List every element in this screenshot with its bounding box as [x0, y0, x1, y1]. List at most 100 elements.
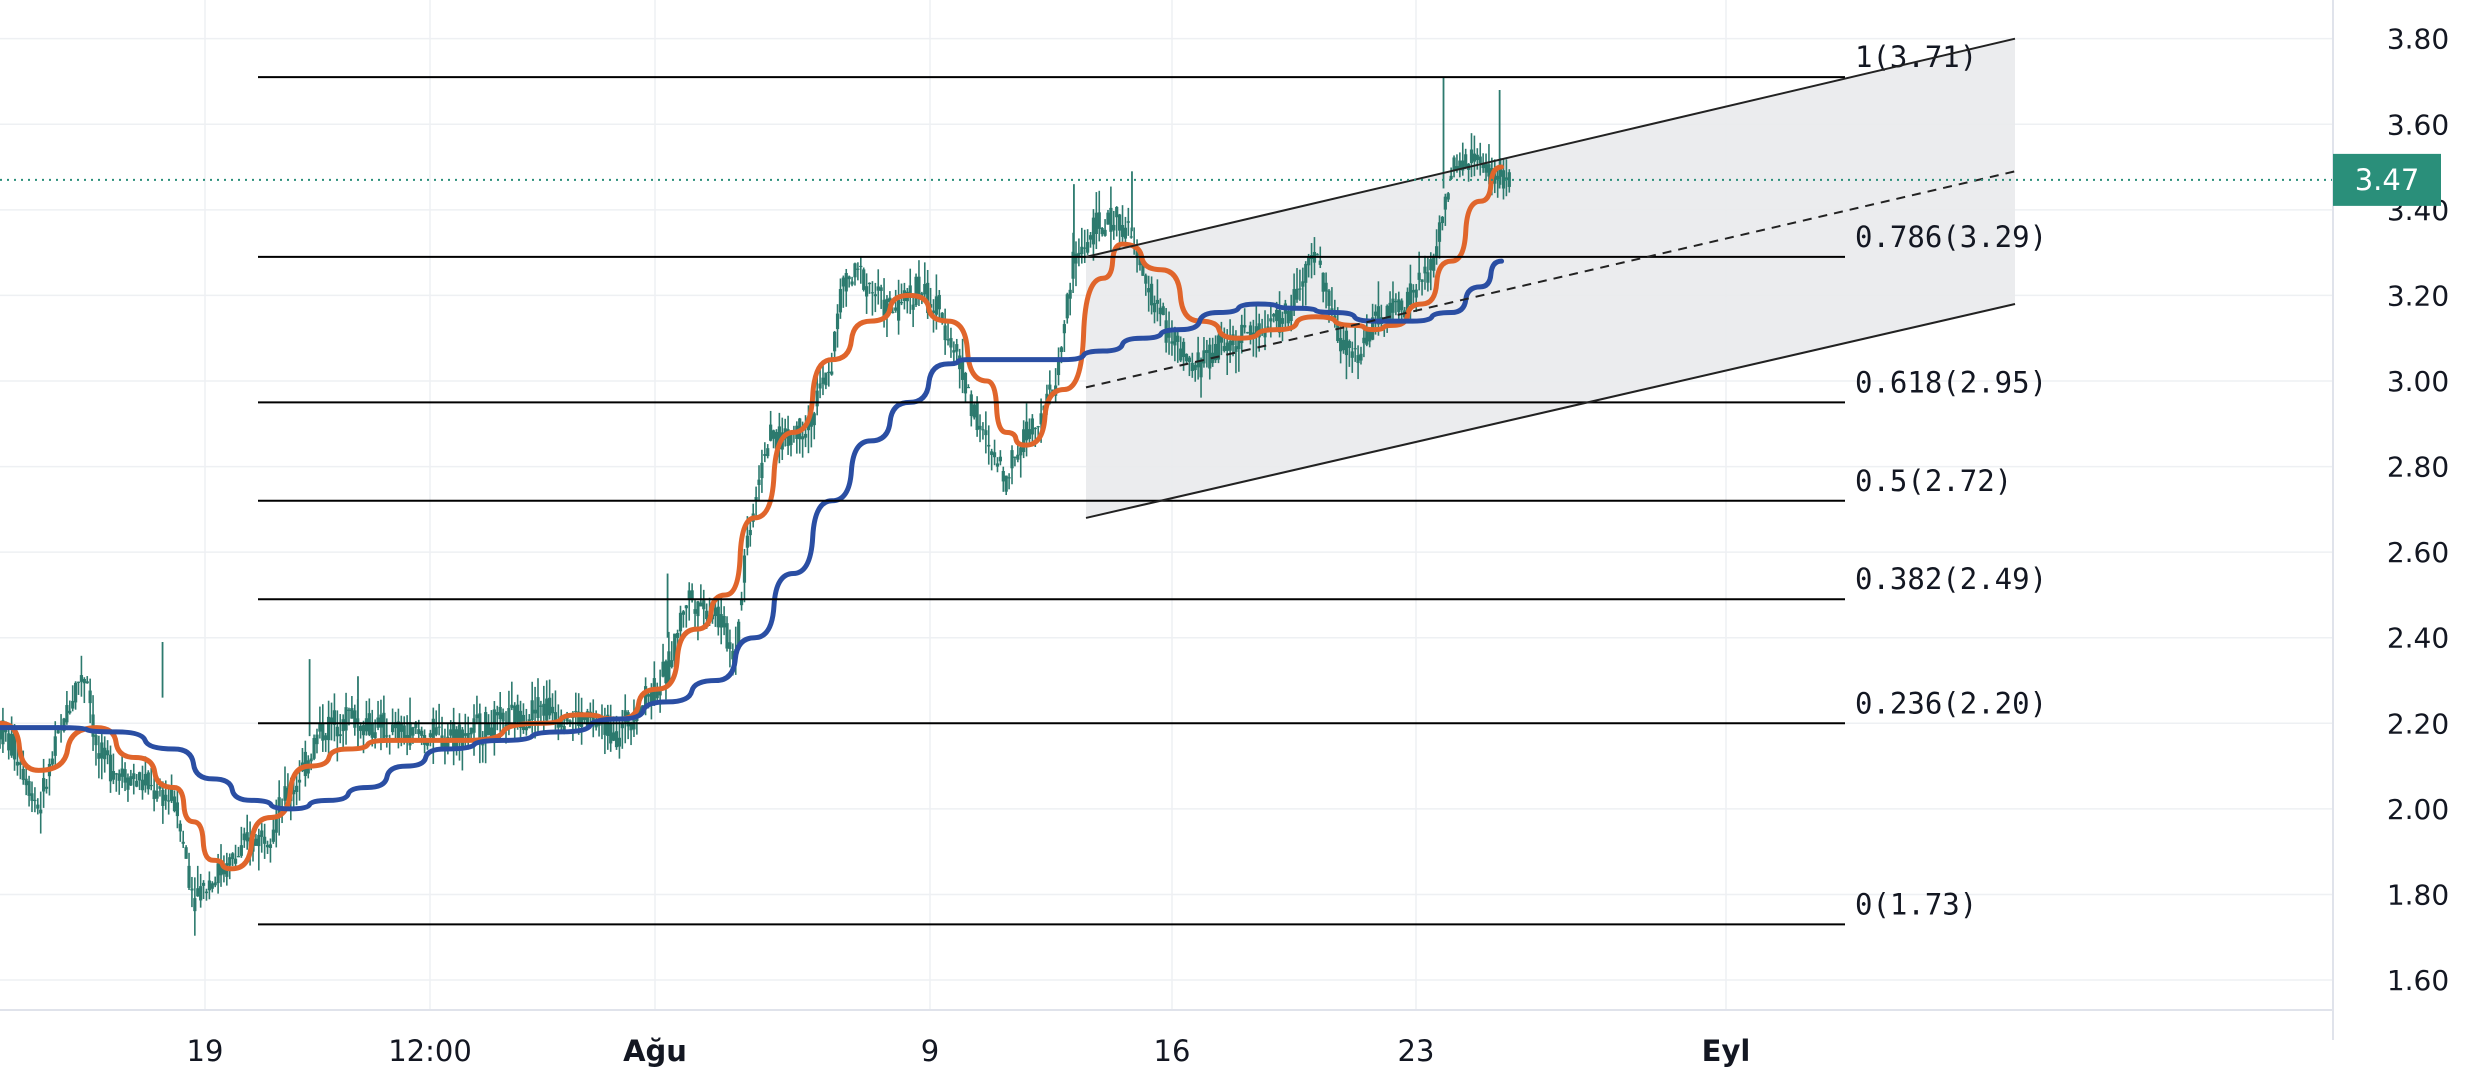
candle-body: [1472, 153, 1477, 162]
channel-upper-line[interactable]: [1085, 37, 2016, 258]
candle-body: [990, 451, 994, 455]
fib-level-label: 0.382(2.49): [1855, 562, 2047, 596]
candle-body: [1100, 227, 1104, 235]
candle-body: [969, 394, 973, 417]
candle-body: [257, 834, 261, 847]
candle-body: [763, 454, 767, 456]
candle-body: [1330, 308, 1334, 311]
candle-body: [1196, 352, 1200, 368]
candle-body: [120, 768, 124, 777]
candle-body: [1507, 172, 1511, 187]
candle-body: [210, 883, 214, 889]
candle-body: [670, 660, 674, 667]
candle-body: [774, 432, 779, 449]
candle-body: [390, 724, 395, 733]
candle-body: [1432, 255, 1436, 271]
candle-body: [1359, 353, 1363, 361]
candle-body: [481, 744, 485, 746]
candle-body: [1263, 328, 1267, 338]
candle-body: [132, 773, 136, 780]
candle-body: [1248, 325, 1253, 340]
candle-body: [885, 298, 889, 316]
candle-body: [675, 633, 680, 639]
candle-body: [1109, 207, 1113, 232]
candle-body: [341, 719, 345, 732]
candle-body: [1039, 413, 1043, 425]
candle-body: [486, 722, 491, 736]
candle-body: [1170, 341, 1174, 344]
price-axis[interactable]: 1.601.802.002.202.402.602.803.003.203.40…: [2387, 23, 2449, 997]
fibonacci-retracement[interactable]: 1(3.71) 0.786(3.29) 0.618(2.95) 0.5(2.72) 0.…: [258, 40, 2047, 926]
candle-body: [510, 704, 514, 708]
candle-body: [1118, 214, 1122, 231]
candle-body: [207, 880, 211, 891]
candle-body: [827, 371, 831, 373]
candle-body: [963, 372, 968, 394]
candle-body: [1176, 335, 1180, 342]
channel-lower-line[interactable]: [1085, 302, 2016, 519]
candle-body: [769, 424, 773, 441]
candle-body: [327, 716, 331, 741]
candle-body: [33, 799, 37, 802]
candle-body: [100, 742, 104, 759]
candle-body: [1440, 216, 1445, 224]
candle-body: [152, 790, 156, 800]
candle-body: [1135, 250, 1139, 257]
candle-body: [411, 727, 415, 736]
candle-body: [1, 720, 5, 745]
candle-body: [1190, 362, 1194, 372]
candle-body: [998, 456, 1002, 462]
fib-level-label: 0.5(2.72): [1855, 464, 2012, 498]
candle-body: [681, 611, 686, 615]
price-tick-label: 2.80: [2387, 451, 2449, 484]
candle-body: [646, 694, 651, 697]
candle-body: [1449, 175, 1453, 180]
candle-body: [167, 800, 171, 802]
candle-body: [1254, 326, 1258, 334]
candle-body: [684, 605, 688, 609]
candle-body: [1222, 346, 1226, 351]
candle-body: [1280, 318, 1285, 324]
candle-body: [850, 281, 854, 285]
candle-body: [405, 735, 409, 740]
candle-body: [1452, 157, 1456, 171]
candle-body: [833, 331, 837, 352]
candle-body: [315, 734, 319, 745]
candle-body: [169, 785, 174, 801]
candle-body: [1199, 360, 1203, 378]
candle-body: [350, 708, 354, 719]
candle-body: [27, 781, 31, 796]
candle-body: [312, 738, 316, 759]
candle-body: [68, 710, 72, 714]
candle-body: [635, 717, 639, 722]
candle-body: [1336, 322, 1340, 342]
candle-body: [428, 733, 432, 738]
current-price-tag: 3.47: [2333, 153, 2441, 206]
candle-body: [667, 651, 671, 684]
time-axis[interactable]: 19 12:00 Ağu 9 16 23 Eyl: [187, 1034, 1751, 1068]
candle-body: [393, 722, 398, 729]
grid-lines: [0, 0, 2333, 1010]
candle-body: [1426, 272, 1430, 283]
candle-body: [1493, 170, 1497, 184]
candle-body: [15, 761, 20, 766]
regression-channel[interactable]: [1085, 37, 2016, 519]
candle-body: [292, 790, 296, 795]
candle-body: [1353, 348, 1357, 350]
candle-body: [1219, 331, 1223, 343]
candle-body: [1144, 275, 1148, 284]
candle-body: [1158, 307, 1162, 315]
candle-body: [966, 386, 970, 389]
candle-body: [489, 727, 494, 740]
candle-body: [1339, 337, 1343, 352]
candle-body: [847, 276, 851, 280]
candle-body: [777, 426, 781, 449]
candle-body: [21, 768, 25, 781]
candle-body: [501, 712, 505, 722]
candle-body: [1321, 272, 1325, 292]
candle-body: [1112, 224, 1116, 231]
candle-body: [1141, 260, 1145, 276]
price-tick-label: 2.40: [2387, 622, 2449, 655]
candle-body: [1202, 350, 1206, 364]
